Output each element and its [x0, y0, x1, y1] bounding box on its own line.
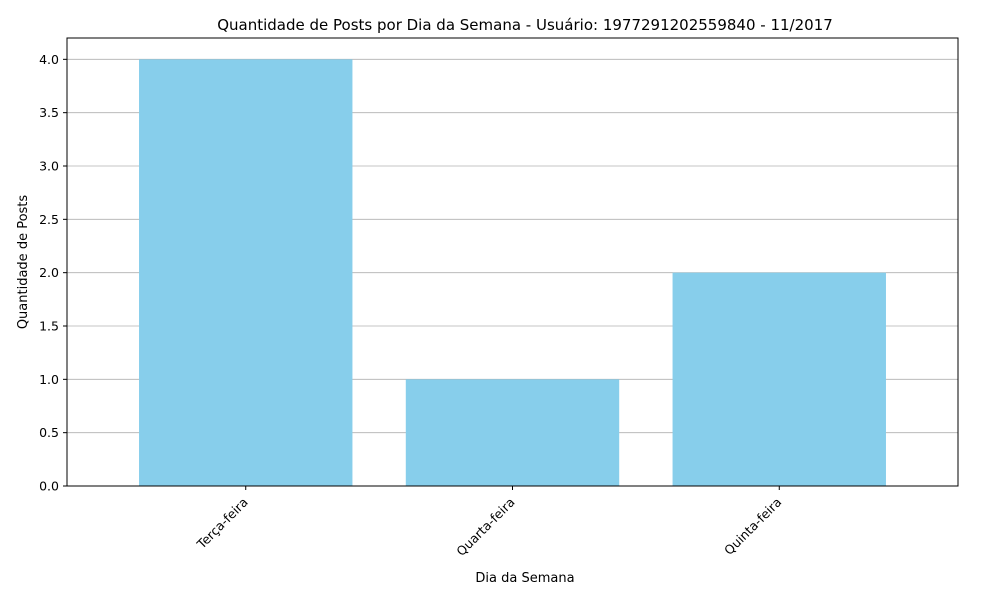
x-tick-label: Terça-feira — [193, 495, 251, 553]
y-tick-label: 0.0 — [39, 479, 59, 494]
y-tick-label: 1.0 — [39, 372, 59, 387]
bar-layer — [139, 59, 886, 486]
y-tick-label: 4.0 — [39, 52, 59, 67]
bar-0 — [139, 59, 353, 486]
x-axis: Terça-feira Quarta-feira Quinta-feira — [193, 486, 784, 559]
y-axis-label: Quantidade de Posts — [16, 195, 31, 330]
y-tick-label: 1.5 — [39, 319, 59, 334]
bar-1 — [405, 379, 620, 486]
y-tick-label: 0.5 — [39, 425, 59, 440]
x-tick-label: Quarta-feira — [453, 495, 517, 559]
y-tick-label: 2.0 — [39, 265, 59, 280]
y-tick-label: 2.5 — [39, 212, 59, 227]
y-axis: 0.0 0.5 1.0 1.5 2.0 2.5 3.0 3.5 4.0 — [39, 52, 67, 494]
y-tick-label: 3.5 — [39, 105, 59, 120]
x-tick-label: Quinta-feira — [721, 495, 784, 558]
y-tick-label: 3.0 — [39, 159, 59, 174]
bar-2 — [672, 272, 886, 486]
x-axis-label: Dia da Semana — [475, 571, 574, 586]
chart-title: Quantidade de Posts por Dia da Semana - … — [217, 16, 833, 34]
